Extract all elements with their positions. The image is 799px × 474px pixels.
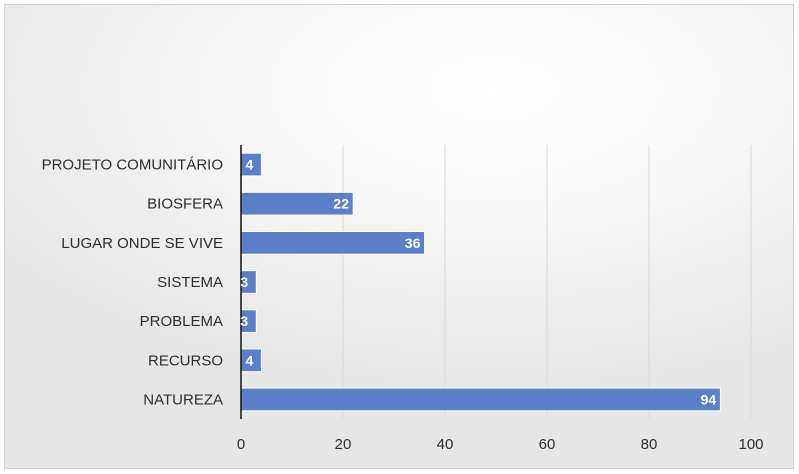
x-tick-label: 80 [641, 436, 658, 453]
bar-chart: 0 20 40 60 80 100 PROJETO COMUNITÁRIO 4 BIOSFERA… [42, 145, 764, 453]
category-label: NATUREZA [143, 391, 223, 408]
data-label: 3 [240, 274, 248, 290]
x-tick-label: 40 [437, 436, 454, 453]
labels: 0 20 40 60 80 100 PROJETO COMUNITÁRIO 4 BIOSFERA… [42, 157, 764, 453]
category-label: SISTEMA [157, 274, 223, 291]
bar [240, 231, 426, 255]
x-tick-label: 20 [335, 436, 352, 453]
data-label: 4 [246, 157, 254, 173]
x-tick-label: 0 [237, 436, 245, 453]
category-label: LUGAR ONDE SE VIVE [61, 235, 223, 252]
data-label: 94 [701, 391, 717, 407]
data-label: 22 [333, 196, 349, 212]
chart-area: 0 20 40 60 80 100 PROJETO COMUNITÁRIO 4 BIOSFERA… [4, 4, 794, 469]
data-label: 3 [240, 313, 248, 329]
bar [240, 387, 721, 412]
data-label: 36 [405, 235, 421, 251]
category-label: RECURSO [148, 352, 223, 369]
category-label: BIOSFERA [147, 196, 223, 213]
gridlines [342, 145, 752, 419]
category-label: PROBLEMA [140, 313, 223, 330]
bars [240, 152, 721, 412]
data-label: 4 [246, 352, 254, 368]
x-tick-label: 60 [539, 436, 556, 453]
category-label: PROJETO COMUNITÁRIO [42, 157, 223, 174]
x-tick-label: 100 [738, 436, 763, 453]
